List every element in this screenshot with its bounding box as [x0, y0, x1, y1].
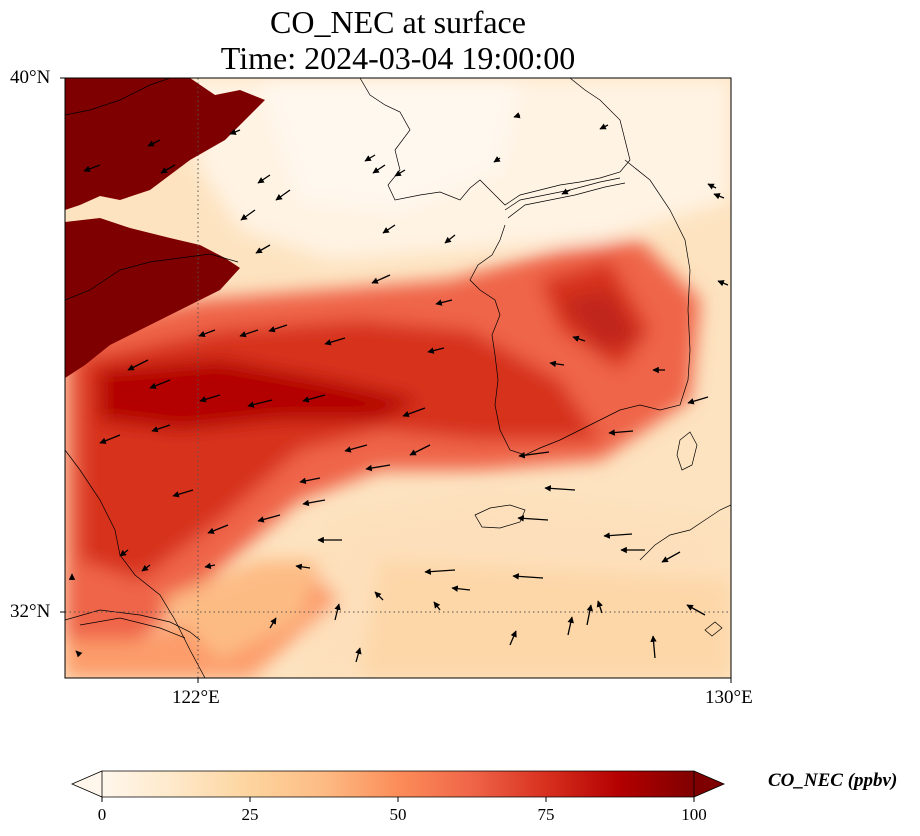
map-frame [64, 77, 732, 679]
wind-arrow [544, 485, 576, 492]
wind-arrow [257, 174, 271, 184]
wind-arrow [409, 444, 431, 456]
wind-arrow [707, 183, 717, 190]
wind-arrow [149, 379, 171, 389]
wind-arrow [567, 616, 574, 636]
wind-arrow [83, 164, 101, 172]
wind-arrow [517, 515, 549, 522]
wind-arrow [572, 335, 586, 342]
wind-vectors [68, 112, 729, 663]
wind-arrow [147, 139, 161, 147]
wind-arrow [713, 193, 725, 200]
wind-arrow [99, 434, 121, 444]
wind-arrow [549, 360, 565, 368]
wind-arrow [717, 280, 729, 287]
wind-arrow [127, 359, 149, 371]
wind-arrow [172, 489, 194, 498]
wind-arrow [302, 394, 326, 403]
lon-label-130e: 130°E [705, 687, 753, 708]
wind-arrow [596, 600, 603, 614]
wind-arrow [275, 189, 291, 201]
wind-arrow [204, 562, 216, 570]
wind-arrow [355, 647, 362, 663]
wind-arrow [661, 551, 681, 563]
wind-arrow [650, 635, 657, 659]
wind-arrow [198, 329, 216, 337]
concentration-field [65, 78, 731, 678]
colorbar-tick-50: 50 [389, 805, 407, 824]
wind-arrow [382, 224, 396, 234]
lon-label-122e: 122°E [172, 687, 220, 708]
wind-arrow [365, 464, 391, 472]
wind-arrow [372, 164, 386, 174]
wind-arrow [451, 585, 471, 592]
wind-arrow [239, 329, 259, 338]
colorbar-tick-75: 75 [537, 805, 555, 824]
wind-arrow [435, 299, 453, 306]
lat-label-32n: 32°N [10, 601, 51, 622]
colorbar [70, 770, 726, 802]
wind-arrow [119, 549, 129, 557]
wind-arrow [240, 209, 256, 221]
wind-arrow [394, 169, 406, 177]
wind-arrow [255, 244, 271, 254]
wind-arrow [268, 324, 288, 333]
wind-arrow [374, 591, 384, 601]
wind-arrow [608, 429, 634, 436]
wind-arrow [160, 164, 176, 174]
wind-arrow [586, 604, 594, 626]
wind-arrow [424, 568, 456, 575]
wind-arrow [302, 499, 326, 507]
wind-arrow [299, 477, 321, 485]
wind-arrow [295, 563, 311, 571]
wind-arrow [444, 234, 456, 244]
wind-arrow [364, 154, 376, 162]
wind-arrow [257, 514, 281, 523]
wind-arrow [687, 396, 709, 405]
wind-arrow [561, 188, 571, 195]
wind-arrow [371, 274, 391, 284]
wind-arrow [599, 123, 609, 130]
wind-arrow [513, 112, 521, 119]
wind-arrow [247, 399, 273, 408]
wind-arrow [603, 532, 633, 539]
wind-arrow [229, 128, 241, 135]
wind-arrow [402, 407, 426, 418]
colorbar-tick-0: 0 [97, 805, 107, 824]
lat-label-40n: 40°N [10, 67, 51, 88]
wind-arrow [512, 573, 544, 580]
wind-arrow [75, 650, 83, 658]
map-title: CO_NEC at surface [270, 4, 526, 40]
colorbar-label: CO_NEC (ppbv) [768, 770, 898, 791]
wind-arrow [207, 524, 229, 534]
wind-arrow [151, 424, 171, 433]
wind-arrow [324, 337, 346, 346]
wind-arrow [199, 394, 221, 403]
map-time-subtitle: Time: 2024-03-04 19:00:00 [220, 40, 576, 76]
wind-arrow [493, 156, 501, 163]
wind-arrow [269, 617, 277, 629]
wind-arrow [141, 564, 151, 572]
wind-arrow [686, 604, 706, 616]
wind-arrow [433, 601, 441, 611]
wind-arrow [334, 603, 341, 621]
wind-arrow [344, 444, 368, 453]
wind-arrow [509, 630, 517, 646]
wind-arrow [518, 451, 550, 459]
colorbar-tick-25: 25 [241, 805, 259, 824]
colorbar-tick-100: 100 [681, 805, 707, 824]
coastlines [65, 78, 731, 678]
wind-arrow [427, 347, 445, 354]
gridlines [65, 78, 731, 678]
